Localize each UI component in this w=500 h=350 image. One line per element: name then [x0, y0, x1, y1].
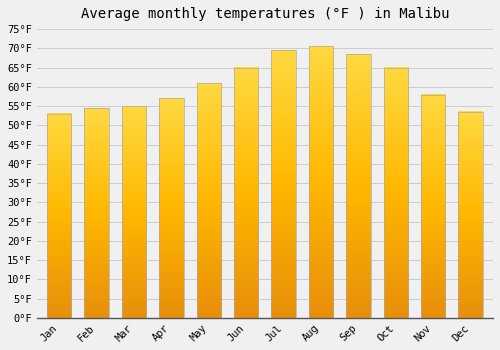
Bar	[309, 47, 333, 318]
Bar	[272, 50, 296, 318]
Bar	[47, 114, 72, 318]
Bar	[384, 68, 408, 318]
Bar	[160, 98, 184, 318]
Bar	[421, 94, 446, 318]
Bar	[234, 68, 258, 318]
Bar	[84, 108, 109, 318]
Bar	[196, 83, 221, 318]
Bar	[458, 112, 483, 318]
Bar	[346, 54, 370, 318]
Title: Average monthly temperatures (°F ) in Malibu: Average monthly temperatures (°F ) in Ma…	[80, 7, 449, 21]
Bar	[122, 106, 146, 318]
